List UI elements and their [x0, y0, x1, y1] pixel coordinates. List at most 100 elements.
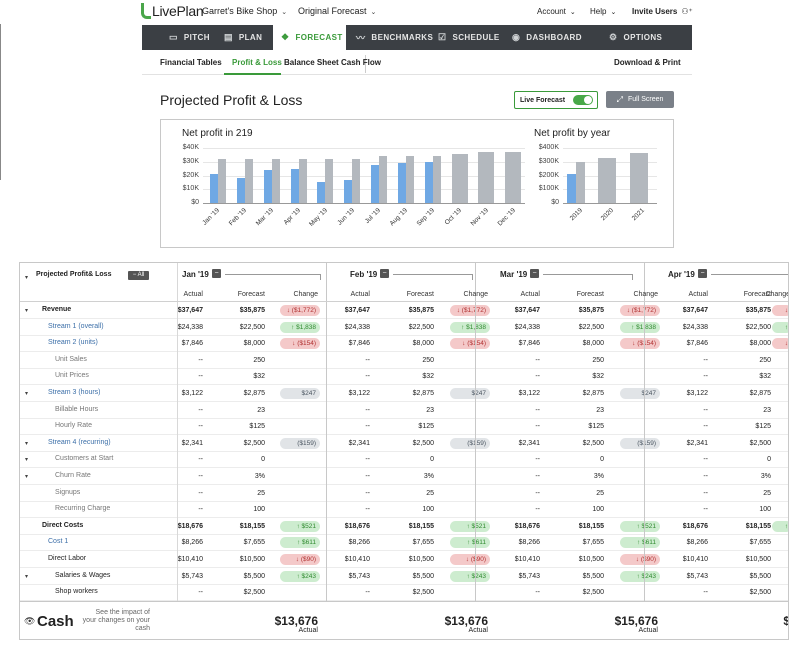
nav-dashboard[interactable]: ◉ DASHBOARD	[512, 32, 582, 42]
nav-plan[interactable]: ▤ PLAN	[224, 32, 263, 42]
forecast-cell: $5,500	[749, 572, 771, 580]
actual-cell: $3,122	[348, 390, 370, 397]
forecast-cell: $2,500	[582, 439, 604, 447]
forecast-cell: $22,500	[408, 323, 434, 331]
table-row: ▾ Salaries & Wages $5,743 $5,500 ↑ $243 $5,74…	[20, 568, 788, 585]
collapse-all-button[interactable]: − All	[128, 271, 149, 280]
actual-cell: $18,676	[514, 522, 540, 530]
forecast-cell: $2,500	[749, 439, 771, 447]
subnav-cash-flow[interactable]: Cash Flow	[341, 58, 382, 67]
actual-cell: $24,338	[514, 323, 540, 331]
collapse-month-button[interactable]: −	[212, 269, 221, 278]
bar	[405, 156, 414, 203]
subnav-profit-loss[interactable]: Profit & Loss	[232, 58, 282, 67]
page-title: Projected Profit & Loss	[160, 92, 303, 108]
liveplan-logo[interactable]: LivePlan	[141, 3, 204, 19]
invite-users-button[interactable]: Invite Users ⚇⁺	[632, 7, 693, 16]
row-label: Billable Hours	[55, 405, 99, 413]
row-label[interactable]: Stream 3 (hours)	[48, 389, 101, 396]
actual-cell: --	[198, 589, 203, 597]
toggle-switch[interactable]	[573, 95, 593, 105]
table-row: ▾ Revenue $37,647 $35,875 ↓ ($1,772) $37,647 $…	[20, 302, 788, 319]
nav-schedule[interactable]: ☑ SCHEDULE	[438, 32, 500, 42]
table-row: Direct Costs $18,676 $18,155 ↑ $521 $18,676 $…	[20, 518, 788, 535]
collapse-month-button[interactable]: −	[530, 269, 539, 278]
chart-title-yearly: Net profit by year	[534, 128, 611, 139]
expand-row-icon[interactable]: ▾	[25, 457, 29, 464]
forecast-cell: $7,655	[749, 539, 771, 547]
row-label[interactable]: Stream 2 (units)	[48, 339, 98, 347]
forecast-cell: $2,500	[243, 439, 265, 447]
expand-row-icon[interactable]: ▾	[25, 308, 29, 314]
full-screen-button[interactable]: ⤢ Full Screen	[606, 91, 674, 108]
actual-cell: $5,743	[518, 572, 540, 580]
forecast-cell: $22,500	[745, 323, 771, 331]
expand-row-icon[interactable]: ▾	[25, 391, 29, 397]
nav-forecast[interactable]: ❖ FORECAST	[273, 25, 346, 50]
forecast-cell: $5,500	[243, 572, 265, 580]
collapse-month-button[interactable]: −	[380, 269, 389, 278]
subnav-financial-tables[interactable]: Financial Tables	[160, 58, 222, 67]
row-label[interactable]: Stream 4 (recurring)	[48, 438, 111, 446]
forecast-cell: $10,500	[578, 556, 604, 563]
actual-cell: --	[535, 489, 540, 497]
collapse-month-button[interactable]: −	[698, 269, 707, 278]
forecast-cell: $2,875	[582, 390, 604, 397]
row-label[interactable]: Cost 1	[48, 538, 69, 546]
bar	[567, 174, 576, 203]
actual-cell: $18,676	[177, 522, 203, 530]
table-row: Stream 1 (overall) $24,338 $22,500 ↑ $1,838…	[20, 319, 788, 336]
actual-cell: $8,266	[181, 539, 203, 547]
expand-row-icon[interactable]: ▾	[25, 573, 29, 580]
download-print-link[interactable]: Download & Print	[614, 58, 681, 67]
table-row: ▾ Stream 4 (recurring) $2,341 $2,500 ($159) $…	[20, 435, 788, 452]
table-row: ▾ Stream 3 (hours) $3,122 $2,875 $247 $3,122 $…	[20, 385, 788, 402]
month-separator	[644, 263, 645, 601]
actual-cell: --	[365, 589, 370, 597]
expand-row-icon[interactable]: ▾	[25, 440, 29, 447]
forecast-cell: $18,155	[408, 522, 434, 530]
bar	[263, 170, 272, 203]
row-label[interactable]: Stream 1 (overall)	[48, 322, 104, 330]
forecast-cell: $2,500	[243, 589, 265, 597]
month-bracket	[711, 274, 788, 280]
collapse-icon[interactable]: ▾	[25, 275, 29, 281]
actual-cell: $5,743	[181, 572, 203, 580]
forecast-selector[interactable]: Original Forecast ⌄	[298, 6, 377, 16]
forecast-cell: $10,500	[239, 556, 265, 563]
forecast-cell: $125	[249, 423, 265, 431]
forecast-cell: $10,500	[408, 556, 434, 563]
subnav-balance-sheet[interactable]: Balance Sheet	[284, 58, 339, 67]
live-forecast-toggle[interactable]: Live Forecast	[514, 91, 598, 109]
nav-options[interactable]: ⚙ OPTIONS	[609, 32, 663, 42]
nav-benchmarks[interactable]: 〰 BENCHMARKS	[356, 33, 434, 43]
forecast-cell: 3%	[254, 473, 265, 480]
actual-cell: --	[365, 473, 370, 480]
forecast-cell: $8,000	[582, 340, 604, 348]
x-tick-label: Aug '19	[388, 207, 410, 228]
main-nav: ▭ PITCH ▤ PLAN ❖ FORECAST 〰 BENCHMARKS ☑ SCHE…	[142, 25, 692, 50]
account-menu[interactable]: Account ⌄	[537, 7, 576, 16]
help-menu[interactable]: Help ⌄	[590, 7, 617, 16]
actual-cell: $8,266	[518, 539, 540, 547]
x-tick-label: Jul '19	[364, 207, 383, 226]
eye-icon[interactable]: 👁	[24, 616, 36, 626]
actual-cell: $24,338	[177, 323, 203, 331]
forecast-cell: $22,500	[578, 323, 604, 331]
nav-pitch[interactable]: ▭ PITCH	[169, 32, 210, 42]
y-tick-label: $200K	[538, 171, 559, 179]
expand-icon: ⤢	[616, 94, 623, 104]
actual-cell: $10,410	[344, 556, 370, 563]
expand-row-icon[interactable]: ▾	[25, 474, 29, 480]
forecast-cell: $7,655	[243, 539, 265, 547]
column-header: Actual	[520, 291, 540, 298]
company-selector[interactable]: Garret's Bike Shop ⌄	[202, 6, 288, 16]
forecast-cell: $32	[253, 373, 265, 381]
actual-cell: --	[198, 423, 203, 431]
y-tick-label: $20K	[182, 171, 199, 179]
y-tick-label: $30K	[182, 157, 199, 165]
change-badge: $247	[450, 388, 490, 399]
bar	[290, 168, 299, 203]
actual-cell: $37,647	[682, 307, 708, 314]
profit-loss-table: ▾ Projected Profit& Loss − All ▾ Revenue $…	[19, 262, 789, 640]
